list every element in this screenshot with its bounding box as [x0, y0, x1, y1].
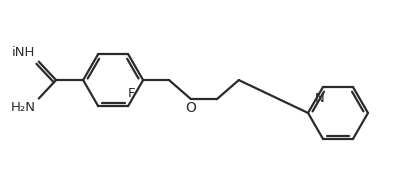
Text: F: F — [127, 87, 135, 100]
Text: H₂N: H₂N — [10, 101, 35, 114]
Text: O: O — [185, 101, 196, 115]
Text: iNH: iNH — [12, 46, 35, 59]
Text: N: N — [315, 92, 324, 105]
